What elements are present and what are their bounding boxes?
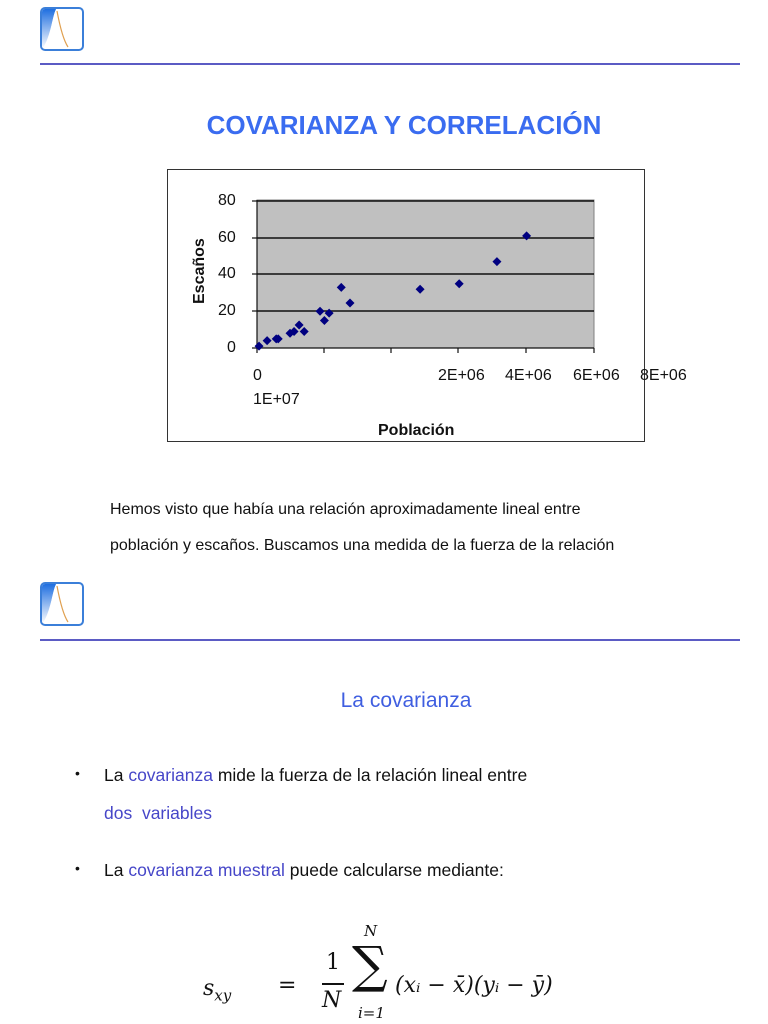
bullet-text-plain: La — [104, 860, 129, 880]
x-tick-label: 0 — [253, 367, 262, 384]
fraction-bar — [322, 983, 344, 985]
data-point — [285, 328, 295, 338]
formula-denominator: N — [322, 988, 342, 1013]
x-ticks — [256, 348, 595, 353]
data-point — [319, 315, 329, 325]
bullet-text-highlight: covarianza muestral — [128, 860, 285, 880]
y-tick-label: 0 — [227, 339, 236, 356]
data-point — [336, 282, 346, 292]
data-point — [324, 308, 334, 318]
scatter-chart: 80 60 40 20 0 Escaños 0 2E+06 4E+06 6E+0… — [167, 169, 687, 442]
data-point — [299, 326, 309, 336]
formula-s: s — [203, 976, 215, 1001]
bullet-text-plain: puede calcularse mediante: — [284, 860, 504, 880]
y-tick-label: 80 — [218, 192, 236, 209]
bullet-text-plain: La — [104, 765, 129, 785]
data-point — [415, 284, 425, 294]
x-tick-label: 2E+06 — [438, 367, 485, 384]
formula-body: (xᵢ − x̄)(yᵢ − ȳ) — [395, 973, 553, 998]
x-tick-label: 1E+07 — [253, 391, 300, 408]
y-tick-label: 60 — [218, 229, 236, 246]
data-point — [315, 306, 325, 316]
chart-svg — [252, 199, 595, 353]
x-tick-label: 8E+06 — [640, 367, 687, 384]
formula-subscript: xy — [214, 986, 232, 1005]
data-point — [273, 334, 283, 344]
sum-lower-limit: i=1 — [358, 1004, 385, 1022]
logo-icon — [40, 582, 84, 626]
data-point — [492, 257, 502, 267]
logo-icon — [40, 7, 84, 51]
bullet-icon: • — [75, 860, 80, 876]
data-point — [522, 231, 532, 241]
formula-lhs: sxy — [203, 976, 231, 1004]
y-tick-label: 20 — [218, 302, 236, 319]
paragraph-line: población y escaños. Buscamos una medida… — [110, 537, 615, 554]
bullet-text-highlight: dos variables — [104, 803, 212, 823]
data-point — [345, 298, 355, 308]
x-tick-label: 4E+06 — [505, 367, 552, 384]
data-point — [294, 320, 304, 330]
formula-equals: = — [278, 973, 297, 998]
bullet-text-plain: mide la fuerza de la relación lineal ent… — [212, 765, 528, 785]
y-axis-title: Escaños — [191, 238, 208, 304]
header-rule — [40, 63, 740, 65]
x-axis-title: Población — [378, 422, 455, 439]
data-markers — [254, 231, 532, 351]
header-rule — [40, 639, 740, 641]
slide-title: La covarianza — [340, 689, 472, 712]
data-point — [262, 336, 272, 346]
bullet-text: La covarianza muestral puede calcularse … — [104, 860, 504, 881]
bullet-text: La covarianza mide la fuerza de la relac… — [104, 765, 527, 786]
y-tick-label: 40 — [218, 265, 236, 282]
distribution-curve-logo-icon — [42, 9, 69, 49]
summation-icon: ∑ — [352, 936, 388, 994]
sum-upper-limit: N — [364, 922, 378, 940]
bullet-icon: • — [75, 765, 80, 781]
y-ticks — [252, 200, 257, 349]
data-point — [454, 279, 464, 289]
gridlines — [257, 200, 594, 312]
formula-numerator: 1 — [326, 950, 340, 975]
slide-title: COVARIANZA Y CORRELACIÓN — [206, 110, 602, 140]
paragraph-line: Hemos visto que había una relación aprox… — [110, 501, 581, 518]
distribution-curve-logo-icon — [42, 584, 69, 624]
x-tick-label: 6E+06 — [573, 367, 620, 384]
data-point — [254, 341, 264, 351]
bullet-text-highlight: covarianza — [128, 765, 213, 785]
data-point — [289, 326, 299, 336]
